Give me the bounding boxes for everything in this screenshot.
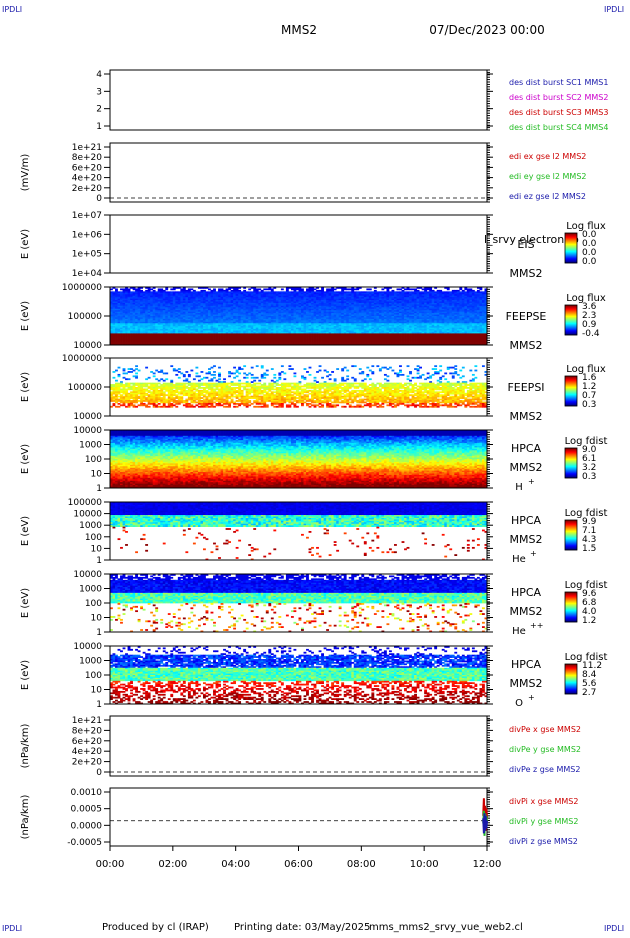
- legend-entry: des dist burst SC4 MMS4: [509, 123, 608, 132]
- heatmap-cell: [173, 288, 176, 290]
- y-axis-label: (mV/m): [20, 154, 31, 192]
- y-axis-label: E (eV): [20, 229, 31, 259]
- legend-entry: edi ex gse l2 MMS2: [509, 152, 586, 161]
- legend-entry: edi ey gse l2 MMS2: [509, 172, 587, 181]
- y-tick-label: 1e+07: [72, 211, 102, 221]
- heatmap-cell: [208, 288, 211, 290]
- legend-entry: des dist burst SC2 MMS2: [509, 93, 608, 102]
- y-tick-label: 0: [96, 194, 102, 204]
- heatmap-cell: [268, 288, 271, 290]
- y-tick-label: 4e+20: [72, 174, 103, 184]
- footer-script-name: mms_mms2_srvy_vue_web2.cl: [369, 922, 523, 933]
- footer-produced-by: Produced by cl (IRAP): [102, 922, 209, 933]
- heatmap-cell: [334, 288, 337, 290]
- heatmap-cell: [263, 288, 266, 290]
- heatmap-cell: [258, 288, 261, 290]
- panel-frame: [110, 215, 487, 273]
- heatmap-cell: [266, 288, 269, 290]
- heatmap-cell: [190, 288, 193, 290]
- heatmap-cell: [150, 288, 153, 290]
- heatmap-cell: [404, 288, 407, 290]
- heatmap-cell: [228, 288, 231, 290]
- heatmap-cell: [407, 288, 410, 290]
- legend-entry: des dist burst SC1 MMS1: [509, 78, 608, 87]
- heatmap-cell: [281, 288, 284, 290]
- panel-frame: [110, 70, 487, 130]
- heatmap-cell: [381, 288, 384, 290]
- y-tick-label: 6e+20: [72, 163, 103, 173]
- heatmap-cell: [412, 288, 415, 290]
- colorbar-tick-label: 0.0: [582, 257, 597, 267]
- corner-label-top-right: IPDLI: [604, 5, 624, 14]
- heatmap-cell: [349, 288, 352, 290]
- heatmap-cell: [409, 288, 412, 290]
- heatmap-cell: [354, 288, 357, 290]
- y-tick-label: 3: [96, 87, 102, 97]
- heatmap-cell: [133, 288, 136, 290]
- heatmap-cell: [399, 288, 402, 290]
- heatmap-cell: [422, 288, 425, 290]
- heatmap-cell: [296, 288, 299, 290]
- heatmap-cell: [165, 288, 168, 290]
- panel-frame: [110, 143, 487, 202]
- y-tick-label: 4: [96, 70, 102, 80]
- y-tick-label: 1e+06: [72, 230, 103, 240]
- heatmap-cell: [397, 288, 400, 290]
- corner-label-bottom-left: IPDLI: [2, 924, 22, 933]
- heatmap-cell: [291, 288, 294, 290]
- panel-dist-burst: 4 3 2 1 des dist burst SC1 MMS1 des dist burs…: [96, 70, 608, 132]
- corner-label-bottom-right: IPDLI: [604, 924, 624, 933]
- heatmap-cell: [314, 288, 317, 290]
- date-title: 07/Dec/2023 00:00: [429, 23, 545, 37]
- heatmap-cell: [170, 288, 173, 290]
- y-tick-label: 1e+05: [72, 250, 102, 260]
- heatmap-cell: [120, 288, 123, 290]
- y-tick-label: 8e+20: [72, 153, 103, 163]
- y-tick-label: 1: [96, 122, 102, 132]
- y-tick-label: 2: [96, 105, 102, 115]
- heatmap-cell: [356, 288, 359, 290]
- heatmap-cell: [344, 288, 347, 290]
- footer-printing-date: Printing date: 03/May/2025: [234, 922, 370, 933]
- corner-label-top-left: IPDLI: [2, 5, 22, 14]
- legend-entry: des dist burst SC3 MMS3: [509, 108, 608, 117]
- y-tick-label: 1e+04: [72, 269, 103, 279]
- legend-entry: edi ez gse l2 MMS2: [509, 192, 586, 201]
- heatmap-cell: [366, 288, 369, 290]
- spacecraft-title: MMS2: [281, 23, 317, 37]
- y-tick-label: 2e+20: [72, 184, 103, 194]
- spacecraft-label: MMS2: [510, 267, 543, 280]
- heatmap-cell: [369, 288, 372, 290]
- heatmap-cell: [346, 288, 349, 290]
- y-tick-label: 1e+21: [72, 143, 102, 153]
- heatmap-cell: [248, 288, 251, 290]
